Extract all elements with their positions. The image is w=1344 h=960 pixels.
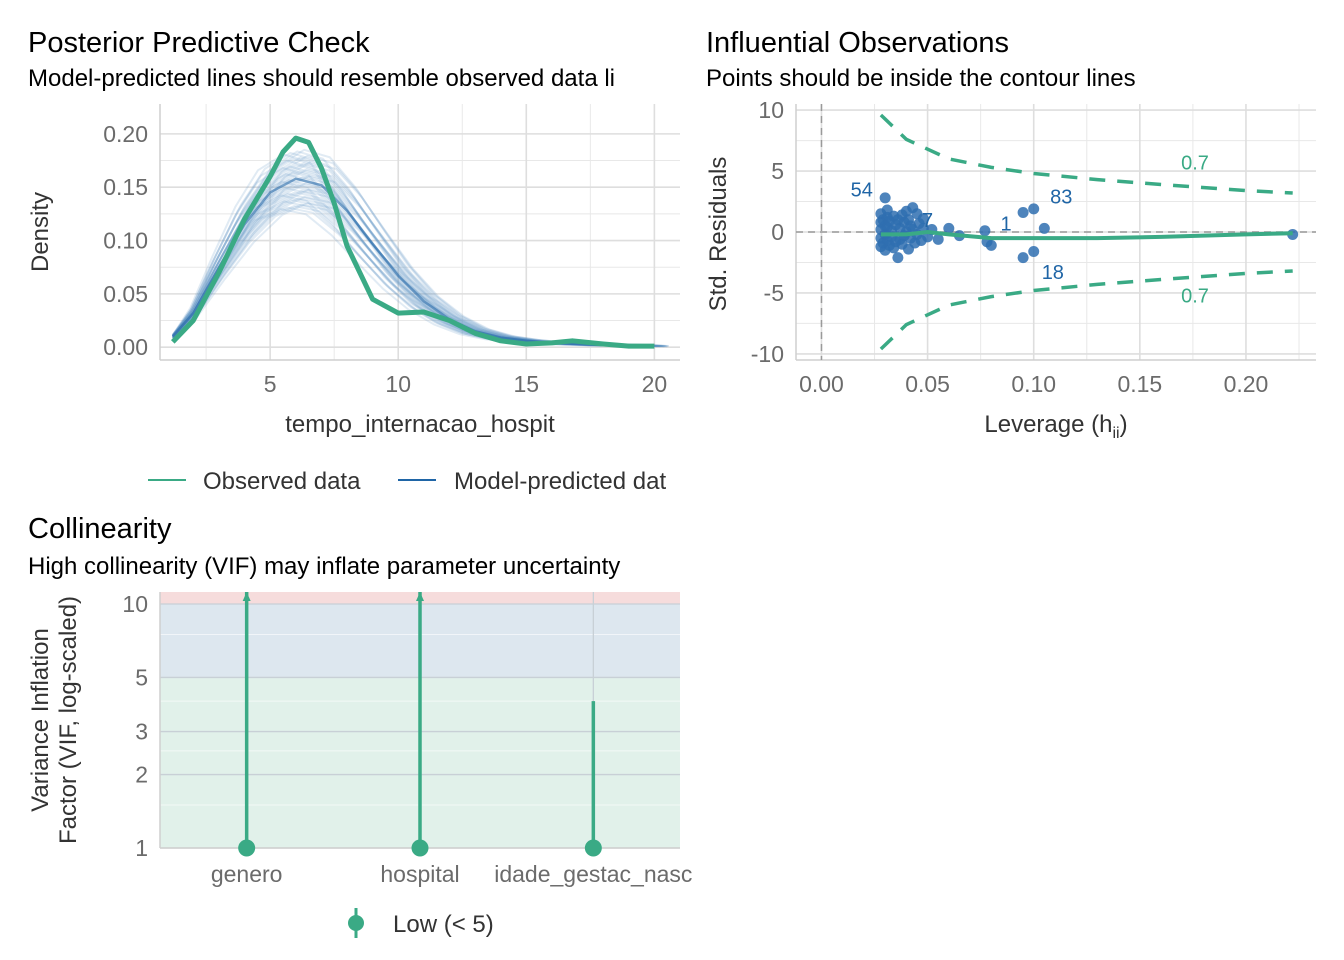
ppc-x-tick-label: 20 xyxy=(642,371,668,397)
ppc-legend: Observed data Model-predicted dat xyxy=(148,468,666,495)
legend-observed-label: Observed data xyxy=(203,468,361,495)
ppc-x-tick-label: 15 xyxy=(514,371,540,397)
collinearity-tick-labels: genero hospital idade_gestac_nasc 1 2 3 5 10 xyxy=(122,591,692,887)
influence-x-tick-label: 0.10 xyxy=(1011,371,1056,397)
influence-x-tick-label: 0.00 xyxy=(799,371,844,397)
ppc-title: Posterior Predictive Check xyxy=(28,27,370,59)
influence-smooth-line xyxy=(880,229,1293,241)
ppc-y-tick-label: 0.20 xyxy=(103,121,148,147)
ppc-x-tick-label: 10 xyxy=(385,371,411,397)
collinearity-legend: Low (< 5) xyxy=(348,908,494,938)
ppc-tick-labels: 5 10 15 20 0.00 0.05 0.10 0.15 0.20 xyxy=(103,121,667,397)
ppc-y-tick-label: 0.15 xyxy=(103,174,148,200)
influence-subtitle: Points should be inside the contour line… xyxy=(706,65,1136,92)
influence-point xyxy=(1028,246,1040,258)
influence-y-axis-label: Std. Residuals xyxy=(705,157,732,312)
ppc-panel: Posterior Predictive Check Model-predict… xyxy=(27,27,680,495)
collinearity-y-axis-label-line1: Variance Inflation xyxy=(27,628,54,812)
influence-point xyxy=(1038,222,1050,234)
influence-x-tick-label: 0.05 xyxy=(905,371,950,397)
influence-point xyxy=(985,239,997,251)
ppc-predicted-mean-line xyxy=(171,177,655,348)
legend-low-label: Low (< 5) xyxy=(393,911,494,938)
collinearity-y-axis-label-line2: Factor (VIF, log-scaled) xyxy=(55,596,82,844)
influence-contour-lines: 0.7 0.7 xyxy=(879,113,1293,351)
ppc-gridlines xyxy=(159,104,680,361)
ppc-y-tick-label: 0.10 xyxy=(103,228,148,254)
influence-point-label: 18 xyxy=(1042,262,1064,284)
influence-point xyxy=(932,233,944,245)
collinearity-y-tick-label: 3 xyxy=(135,719,148,745)
collinearity-x-tick-label: genero xyxy=(211,861,283,887)
influence-contour-label: 0.7 xyxy=(1181,153,1209,175)
influence-points xyxy=(875,192,1299,264)
ppc-x-tick-label: 5 xyxy=(264,371,277,397)
influence-contour-line xyxy=(879,269,1293,351)
influence-contour-label: 0.7 xyxy=(1181,285,1209,307)
influence-point-label: 1 xyxy=(1001,213,1012,235)
influence-point-label: 83 xyxy=(1050,187,1072,209)
influence-gridlines xyxy=(795,104,1316,361)
influence-y-tick-label: -10 xyxy=(751,341,784,367)
influence-point xyxy=(917,213,929,225)
collinearity-arrow-head xyxy=(242,592,251,601)
influence-panel: Influential Observations Points should b… xyxy=(705,27,1316,442)
legend-low-key-dot xyxy=(348,915,364,931)
collinearity-y-tick-label: 10 xyxy=(122,591,148,617)
collinearity-y-tick-label: 1 xyxy=(135,835,148,861)
influence-x-axis-label: Leverage (hii) xyxy=(984,411,1127,442)
influence-title: Influential Observations xyxy=(706,27,1009,59)
influence-point xyxy=(943,222,955,234)
collinearity-panel: Collinearity High collinearity (VIF) may… xyxy=(27,513,692,938)
ppc-predicted-draw-line xyxy=(172,179,648,348)
collinearity-y-tick-label: 5 xyxy=(135,664,148,690)
influence-tick-labels: 0.00 0.05 0.10 0.15 0.20 -10 -5 0 5 10 xyxy=(751,97,1269,397)
ppc-x-axis-label: tempo_internacao_hospit xyxy=(285,411,555,438)
influence-contour-line xyxy=(879,113,1293,195)
influence-y-tick-label: -5 xyxy=(764,280,784,306)
influence-y-tick-label: 5 xyxy=(771,158,784,184)
collinearity-vif-point xyxy=(238,839,256,857)
ppc-subtitle: Model-predicted lines should resemble ob… xyxy=(28,65,615,92)
influence-point xyxy=(1017,206,1029,218)
influence-point-labels: 54 7 1 83 18 xyxy=(851,179,1073,284)
collinearity-title: Collinearity xyxy=(28,513,172,545)
collinearity-arrow-head xyxy=(416,592,424,601)
legend-predicted-label: Model-predicted dat xyxy=(454,468,666,495)
influence-x-tick-label: 0.15 xyxy=(1117,371,1162,397)
collinearity-marks xyxy=(238,592,602,857)
ppc-y-tick-label: 0.05 xyxy=(103,281,148,307)
influence-point xyxy=(1028,203,1040,215)
influence-y-tick-label: 0 xyxy=(771,219,784,245)
ppc-predicted-draw-line xyxy=(171,159,646,347)
collinearity-x-tick-label: hospital xyxy=(380,861,459,887)
influence-point xyxy=(892,252,904,264)
ppc-y-tick-label: 0.00 xyxy=(103,334,148,360)
ppc-predicted-draw-line xyxy=(172,160,670,347)
influence-point xyxy=(1017,252,1029,264)
collinearity-vif-point xyxy=(584,839,602,857)
collinearity-subtitle: High collinearity (VIF) may inflate para… xyxy=(28,553,620,580)
influence-x-tick-label: 0.20 xyxy=(1224,371,1269,397)
influence-point-label: 54 xyxy=(851,179,873,201)
collinearity-y-tick-label: 2 xyxy=(135,762,148,788)
ppc-y-axis-label: Density xyxy=(27,192,54,272)
influence-y-tick-label: 10 xyxy=(758,97,784,123)
influence-point xyxy=(979,225,991,237)
collinearity-x-tick-label: idade_gestac_nasc xyxy=(494,861,692,887)
ppc-observed-line xyxy=(170,135,655,349)
collinearity-vif-point xyxy=(411,839,429,857)
ppc-predicted-draws xyxy=(171,148,670,348)
influence-point xyxy=(879,192,891,204)
influence-point-label: 7 xyxy=(922,210,933,232)
